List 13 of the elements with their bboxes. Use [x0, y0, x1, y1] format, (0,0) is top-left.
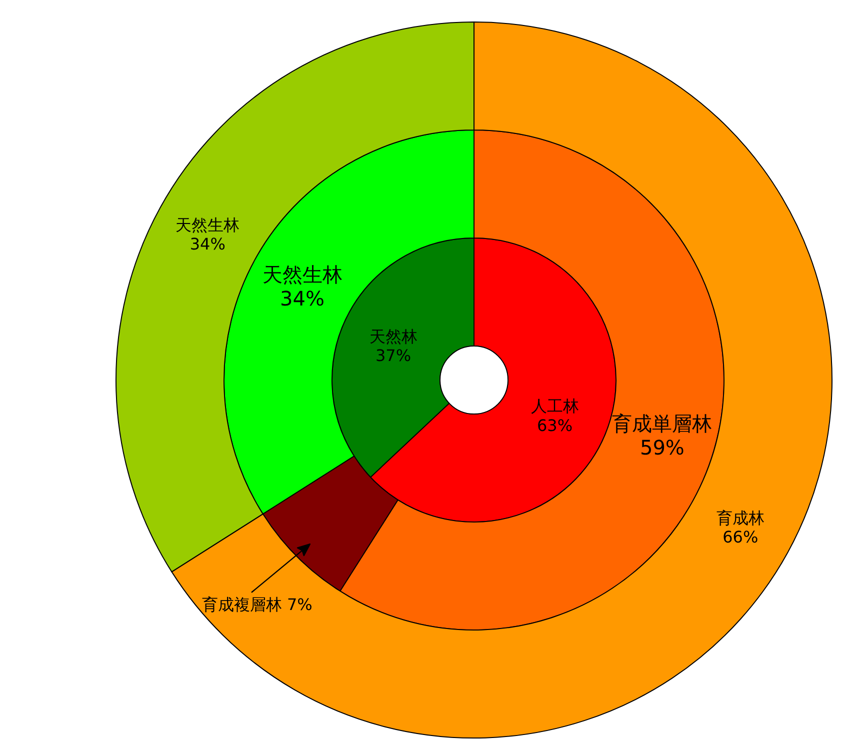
slice-label: 育成単層林 — [612, 412, 712, 436]
data-label: 37% — [375, 346, 412, 366]
data-label: 63% — [536, 416, 573, 435]
data-label: 59% — [640, 436, 684, 460]
slice-label: 天然生林 — [262, 262, 342, 287]
slice-label: 人工林 — [530, 396, 579, 416]
data-label: 66% — [722, 527, 758, 546]
data-label: 34% — [190, 234, 226, 254]
data-label: 34% — [280, 286, 324, 311]
slice-label: 天然生林 — [176, 215, 240, 234]
slice-label: 育成複層林 7% — [202, 595, 312, 614]
slice-label: 育成林 — [716, 508, 764, 528]
slice-label: 天然林 — [369, 326, 418, 346]
